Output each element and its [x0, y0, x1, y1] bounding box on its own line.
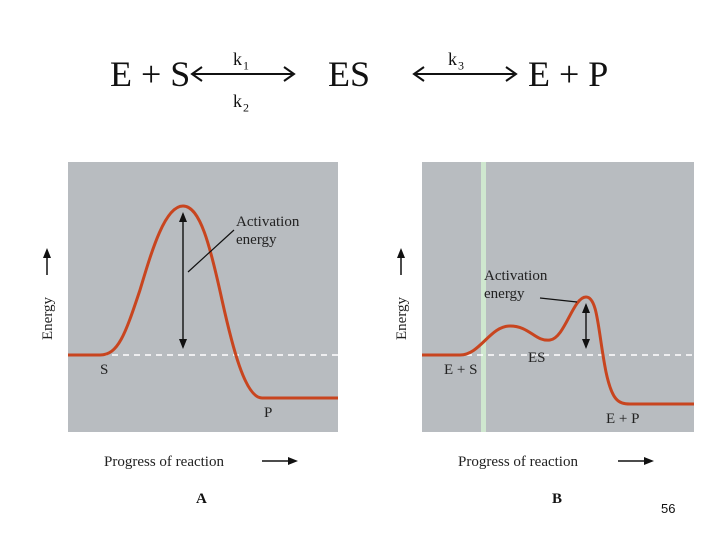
y-axis-label: Energy	[394, 296, 410, 340]
end-label: E + P	[606, 411, 639, 427]
reaction-curve	[68, 204, 338, 400]
equilibrium-arrow-2	[412, 66, 518, 82]
panel-b-background	[422, 162, 694, 432]
equation-products: E + P	[528, 54, 609, 94]
equation-k3: k3	[448, 49, 465, 73]
start-label: S	[100, 362, 108, 378]
x-axis-label: Progress of reaction	[458, 454, 578, 470]
caption-a: A	[196, 491, 207, 507]
equation-reactants: E + S	[110, 54, 191, 94]
equilibrium-arrow-1	[190, 66, 296, 82]
x-axis-label: Progress of reaction	[104, 454, 224, 470]
equation-k2: k2	[233, 91, 250, 115]
middle-label: ES	[528, 350, 546, 366]
panel-b-highlight	[481, 162, 486, 432]
energy-diagram-a: Activation energy S P Energy Progress of…	[40, 162, 338, 470]
end-label: P	[264, 405, 272, 421]
reaction-curve	[422, 295, 694, 406]
slide-number: 56	[661, 501, 676, 516]
annotation-text: Activation energy	[236, 214, 303, 248]
energy-diagram-b: Activation energy E + S ES E + P Energy …	[394, 162, 694, 470]
annotation-text: Activation energy	[484, 268, 551, 302]
panel-a-background	[68, 162, 338, 432]
equation-k1: k1	[233, 49, 250, 73]
y-axis-label: Energy	[40, 296, 56, 340]
annotation-pointer	[539, 297, 578, 303]
caption-b: B	[552, 491, 563, 507]
equation-complex: ES	[328, 54, 371, 94]
annotation-pointer	[187, 229, 235, 273]
start-label: E + S	[444, 362, 477, 378]
